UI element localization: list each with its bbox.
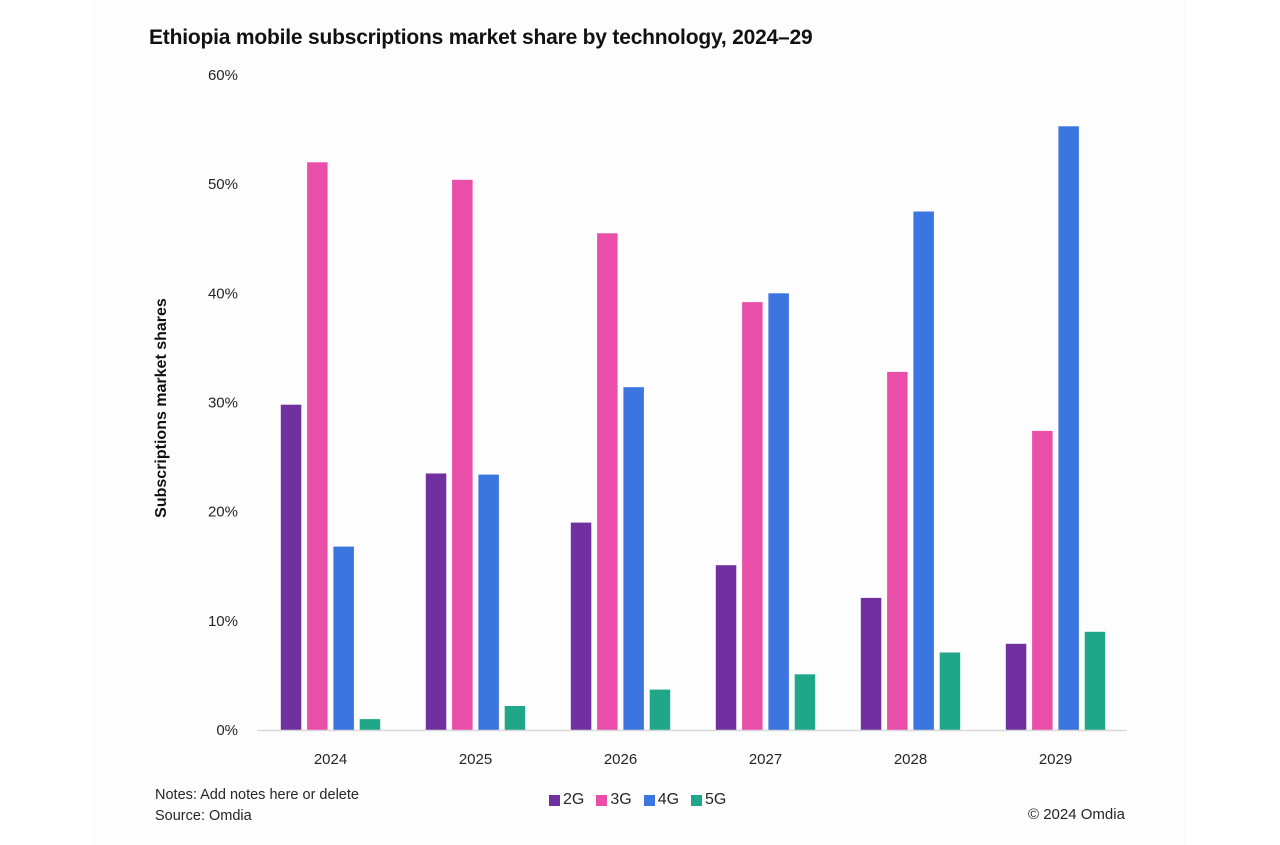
bar-2g-2027 bbox=[715, 565, 737, 730]
bar-2g-2024 bbox=[280, 404, 302, 730]
legend-label: 5G bbox=[705, 791, 727, 808]
bar-4g-2028 bbox=[913, 211, 934, 730]
legend-item-2g: 2G bbox=[549, 791, 584, 809]
bar-2g-2029 bbox=[1005, 643, 1027, 730]
bar-5g-2026 bbox=[649, 689, 671, 730]
y-tick-label: 20% bbox=[208, 504, 238, 521]
legend-item-4g: 4G bbox=[643, 791, 680, 809]
x-tick-label: 2028 bbox=[894, 751, 927, 768]
legend-swatch bbox=[596, 794, 608, 806]
bar-3g-2024 bbox=[307, 162, 328, 731]
bar-2g-2026 bbox=[570, 522, 592, 730]
bar-5g-2029 bbox=[1084, 631, 1106, 731]
y-tick-label: 30% bbox=[208, 395, 238, 412]
y-tick-label: 40% bbox=[208, 285, 238, 302]
bar-4g-2029 bbox=[1058, 126, 1079, 731]
copyright-text: © 2024 Omdia bbox=[1028, 806, 1125, 823]
bar-4g-2024 bbox=[333, 546, 354, 730]
notes-text: Notes: Add notes here or delete bbox=[155, 787, 359, 803]
bar-3g-2027 bbox=[742, 302, 763, 730]
y-axis-title: Subscriptions market shares bbox=[153, 298, 170, 518]
y-axis: 0% 10% 20% 30% 40% 50% 60% bbox=[208, 67, 238, 739]
y-tick-label: 60% bbox=[208, 67, 238, 84]
chart-title: Ethiopia mobile subscriptions market sha… bbox=[149, 26, 813, 49]
bar-2g-2028 bbox=[860, 597, 882, 730]
bar-4g-2025 bbox=[478, 474, 499, 730]
bar-5g-2027 bbox=[794, 674, 816, 730]
legend-swatch bbox=[549, 794, 560, 806]
x-tick-label: 2029 bbox=[1039, 751, 1072, 768]
legend-swatch bbox=[691, 794, 703, 806]
bar-5g-2025 bbox=[504, 706, 526, 730]
bar-3g-2028 bbox=[887, 371, 908, 730]
x-tick-label: 2025 bbox=[459, 751, 492, 768]
x-tick-label: 2026 bbox=[604, 751, 637, 768]
x-axis: 2024 2025 2026 2027 2028 2029 bbox=[314, 751, 1072, 768]
bar-2g-2025 bbox=[425, 473, 447, 730]
bar-4g-2026 bbox=[623, 387, 644, 730]
notes-block: Notes: Add notes here or delete Source: … bbox=[155, 785, 359, 827]
bar-5g-2028 bbox=[939, 652, 961, 730]
y-tick-label: 50% bbox=[208, 176, 238, 193]
legend: 2G 3G 4G 5G bbox=[549, 791, 726, 809]
bar-3g-2026 bbox=[597, 233, 618, 731]
y-tick-label: 10% bbox=[208, 613, 238, 630]
bar-3g-2029 bbox=[1032, 430, 1053, 730]
legend-item-3g: 3G bbox=[596, 791, 632, 809]
bar-5g-2024 bbox=[359, 719, 381, 730]
x-tick-label: 2027 bbox=[749, 751, 782, 768]
x-tick-label: 2024 bbox=[314, 751, 347, 768]
y-tick-label: 0% bbox=[216, 722, 238, 739]
legend-swatch bbox=[643, 794, 655, 806]
source-text: Source: Omdia bbox=[155, 808, 252, 824]
legend-label: 2G bbox=[563, 791, 585, 808]
legend-item-5g: 5G bbox=[691, 791, 726, 809]
legend-label: 3G bbox=[610, 791, 632, 808]
bar-4g-2027 bbox=[768, 293, 789, 730]
bars bbox=[280, 126, 1106, 731]
legend-label: 4G bbox=[657, 791, 680, 808]
bar-3g-2025 bbox=[452, 179, 473, 731]
